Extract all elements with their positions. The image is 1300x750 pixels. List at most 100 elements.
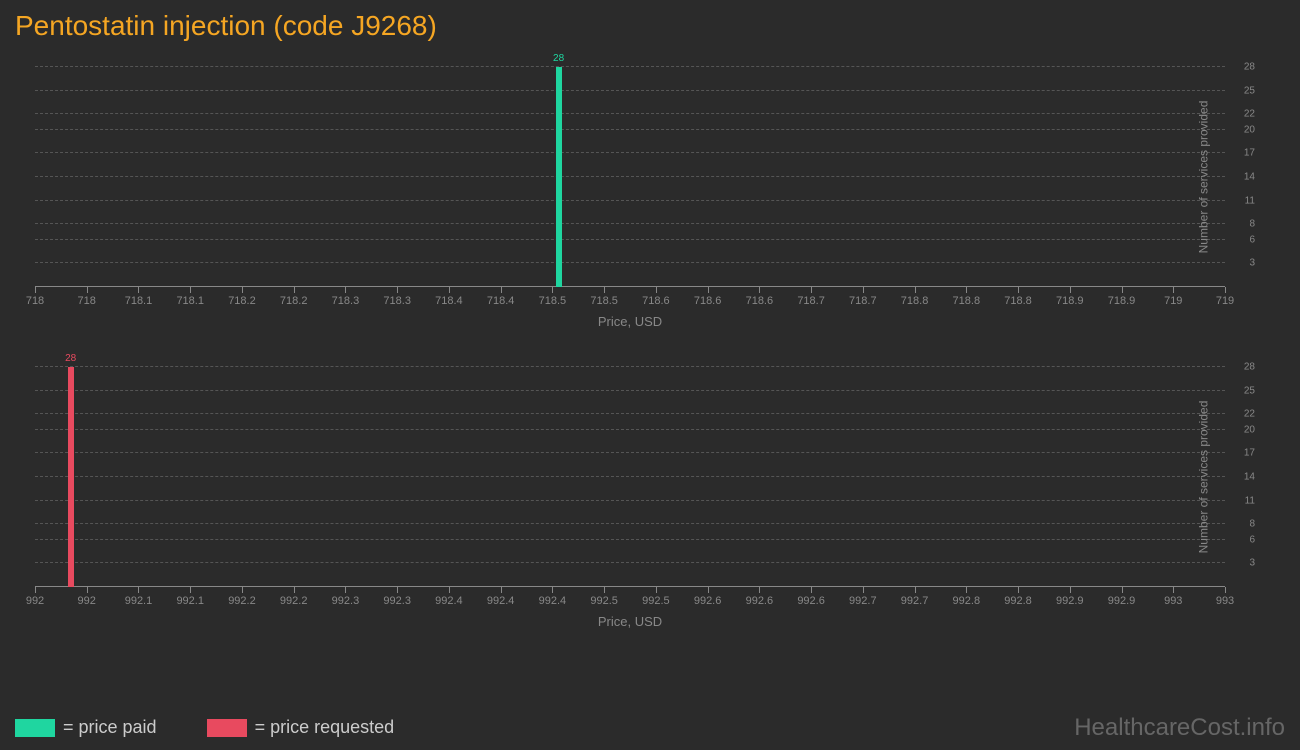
- x-tick-label: 718.3: [332, 295, 360, 307]
- x-tick-label: 992.8: [1004, 595, 1032, 607]
- y-tick-label: 25: [1244, 385, 1255, 396]
- y-tick-label: 25: [1244, 85, 1255, 96]
- x-tick-label: 718.7: [849, 295, 877, 307]
- x-tick-label: 992.6: [797, 595, 825, 607]
- x-tick: [345, 287, 346, 293]
- x-tick-label: 718.2: [280, 295, 308, 307]
- gridline: [35, 452, 1225, 453]
- y-tick-label: 28: [1244, 362, 1255, 373]
- bar-value-label: 28: [65, 353, 76, 364]
- bar-value-label: 28: [553, 53, 564, 64]
- x-tick: [190, 287, 191, 293]
- y-tick-label: 14: [1244, 472, 1255, 483]
- x-tick-label: 718.2: [228, 295, 256, 307]
- x-tick-label: 718.1: [125, 295, 153, 307]
- x-tick-label: 718.4: [435, 295, 463, 307]
- x-tick-label: 992.9: [1056, 595, 1084, 607]
- y-tick-label: 20: [1244, 124, 1255, 135]
- y-tick-label: 8: [1249, 219, 1255, 230]
- y-axis-label: Number of services provided: [1197, 401, 1211, 554]
- gridline: [35, 176, 1225, 177]
- x-tick-label: 718.6: [746, 295, 774, 307]
- x-tick: [863, 287, 864, 293]
- x-tick: [966, 287, 967, 293]
- x-tick: [915, 587, 916, 593]
- gridline: [35, 152, 1225, 153]
- y-tick-label: 17: [1244, 148, 1255, 159]
- x-tick-label: 718.6: [694, 295, 722, 307]
- x-tick-label: 718.9: [1108, 295, 1136, 307]
- x-tick-label: 718.4: [487, 295, 515, 307]
- gridline: [35, 476, 1225, 477]
- x-tick: [242, 587, 243, 593]
- gridline: [35, 223, 1225, 224]
- x-tick-label: 718: [78, 295, 96, 307]
- x-tick: [966, 587, 967, 593]
- y-tick-label: 8: [1249, 519, 1255, 530]
- x-tick: [35, 587, 36, 593]
- plot-area-1: 36811141720222528718718718.1718.1718.271…: [35, 67, 1225, 287]
- x-tick: [501, 287, 502, 293]
- x-tick: [397, 587, 398, 593]
- x-axis-label: Price, USD: [598, 314, 662, 329]
- gridline: [35, 523, 1225, 524]
- gridline: [35, 562, 1225, 563]
- x-tick-label: 992.9: [1108, 595, 1136, 607]
- x-tick-label: 992: [78, 595, 96, 607]
- gridline: [35, 239, 1225, 240]
- x-tick: [138, 287, 139, 293]
- x-tick-label: 718.8: [901, 295, 929, 307]
- gridline: [35, 366, 1225, 367]
- x-tick-label: 993: [1216, 595, 1234, 607]
- x-tick-label: 992.7: [849, 595, 877, 607]
- x-tick: [863, 587, 864, 593]
- x-tick-label: 718.5: [539, 295, 567, 307]
- gridline: [35, 113, 1225, 114]
- gridline: [35, 90, 1225, 91]
- y-axis-label: Number of services provided: [1197, 101, 1211, 254]
- x-tick: [656, 587, 657, 593]
- x-tick-label: 992.5: [590, 595, 618, 607]
- x-tick: [87, 587, 88, 593]
- gridline: [35, 390, 1225, 391]
- x-tick-label: 718.9: [1056, 295, 1084, 307]
- gridline: [35, 200, 1225, 201]
- x-tick-label: 992: [26, 595, 44, 607]
- x-tick-label: 992.4: [539, 595, 567, 607]
- x-tick-label: 992.1: [125, 595, 153, 607]
- chart-price-requested: 36811141720222528992992992.1992.1992.299…: [15, 347, 1285, 637]
- x-tick-label: 718: [26, 295, 44, 307]
- gridline: [35, 66, 1225, 67]
- x-tick: [708, 287, 709, 293]
- y-tick-label: 3: [1249, 258, 1255, 269]
- x-tick: [759, 287, 760, 293]
- x-tick-label: 992.6: [694, 595, 722, 607]
- y-tick-label: 17: [1244, 448, 1255, 459]
- x-tick: [1225, 287, 1226, 293]
- x-tick: [604, 587, 605, 593]
- x-tick-label: 992.8: [953, 595, 981, 607]
- x-tick: [190, 587, 191, 593]
- x-tick-label: 718.8: [1004, 295, 1032, 307]
- y-tick-label: 6: [1249, 534, 1255, 545]
- page-title: Pentostatin injection (code J9268): [0, 0, 1300, 47]
- x-tick-label: 992.2: [228, 595, 256, 607]
- gridline: [35, 429, 1225, 430]
- x-tick-label: 719: [1216, 295, 1234, 307]
- legend-item-paid: = price paid: [15, 717, 157, 738]
- x-tick-label: 992.4: [435, 595, 463, 607]
- gridline: [35, 262, 1225, 263]
- x-tick: [1018, 287, 1019, 293]
- gridline: [35, 413, 1225, 414]
- x-tick: [242, 287, 243, 293]
- x-tick-label: 992.3: [332, 595, 360, 607]
- x-axis-label: Price, USD: [598, 614, 662, 629]
- x-tick: [1225, 587, 1226, 593]
- x-tick: [397, 287, 398, 293]
- x-tick: [294, 287, 295, 293]
- x-tick: [552, 587, 553, 593]
- bar: 28: [68, 367, 74, 587]
- x-tick-label: 992.7: [901, 595, 929, 607]
- x-tick: [1070, 587, 1071, 593]
- x-tick: [501, 587, 502, 593]
